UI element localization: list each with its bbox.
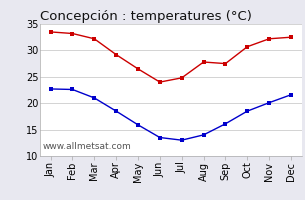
Text: www.allmetsat.com: www.allmetsat.com — [42, 142, 131, 151]
Text: Concepción : temperatures (°C): Concepción : temperatures (°C) — [40, 10, 252, 23]
